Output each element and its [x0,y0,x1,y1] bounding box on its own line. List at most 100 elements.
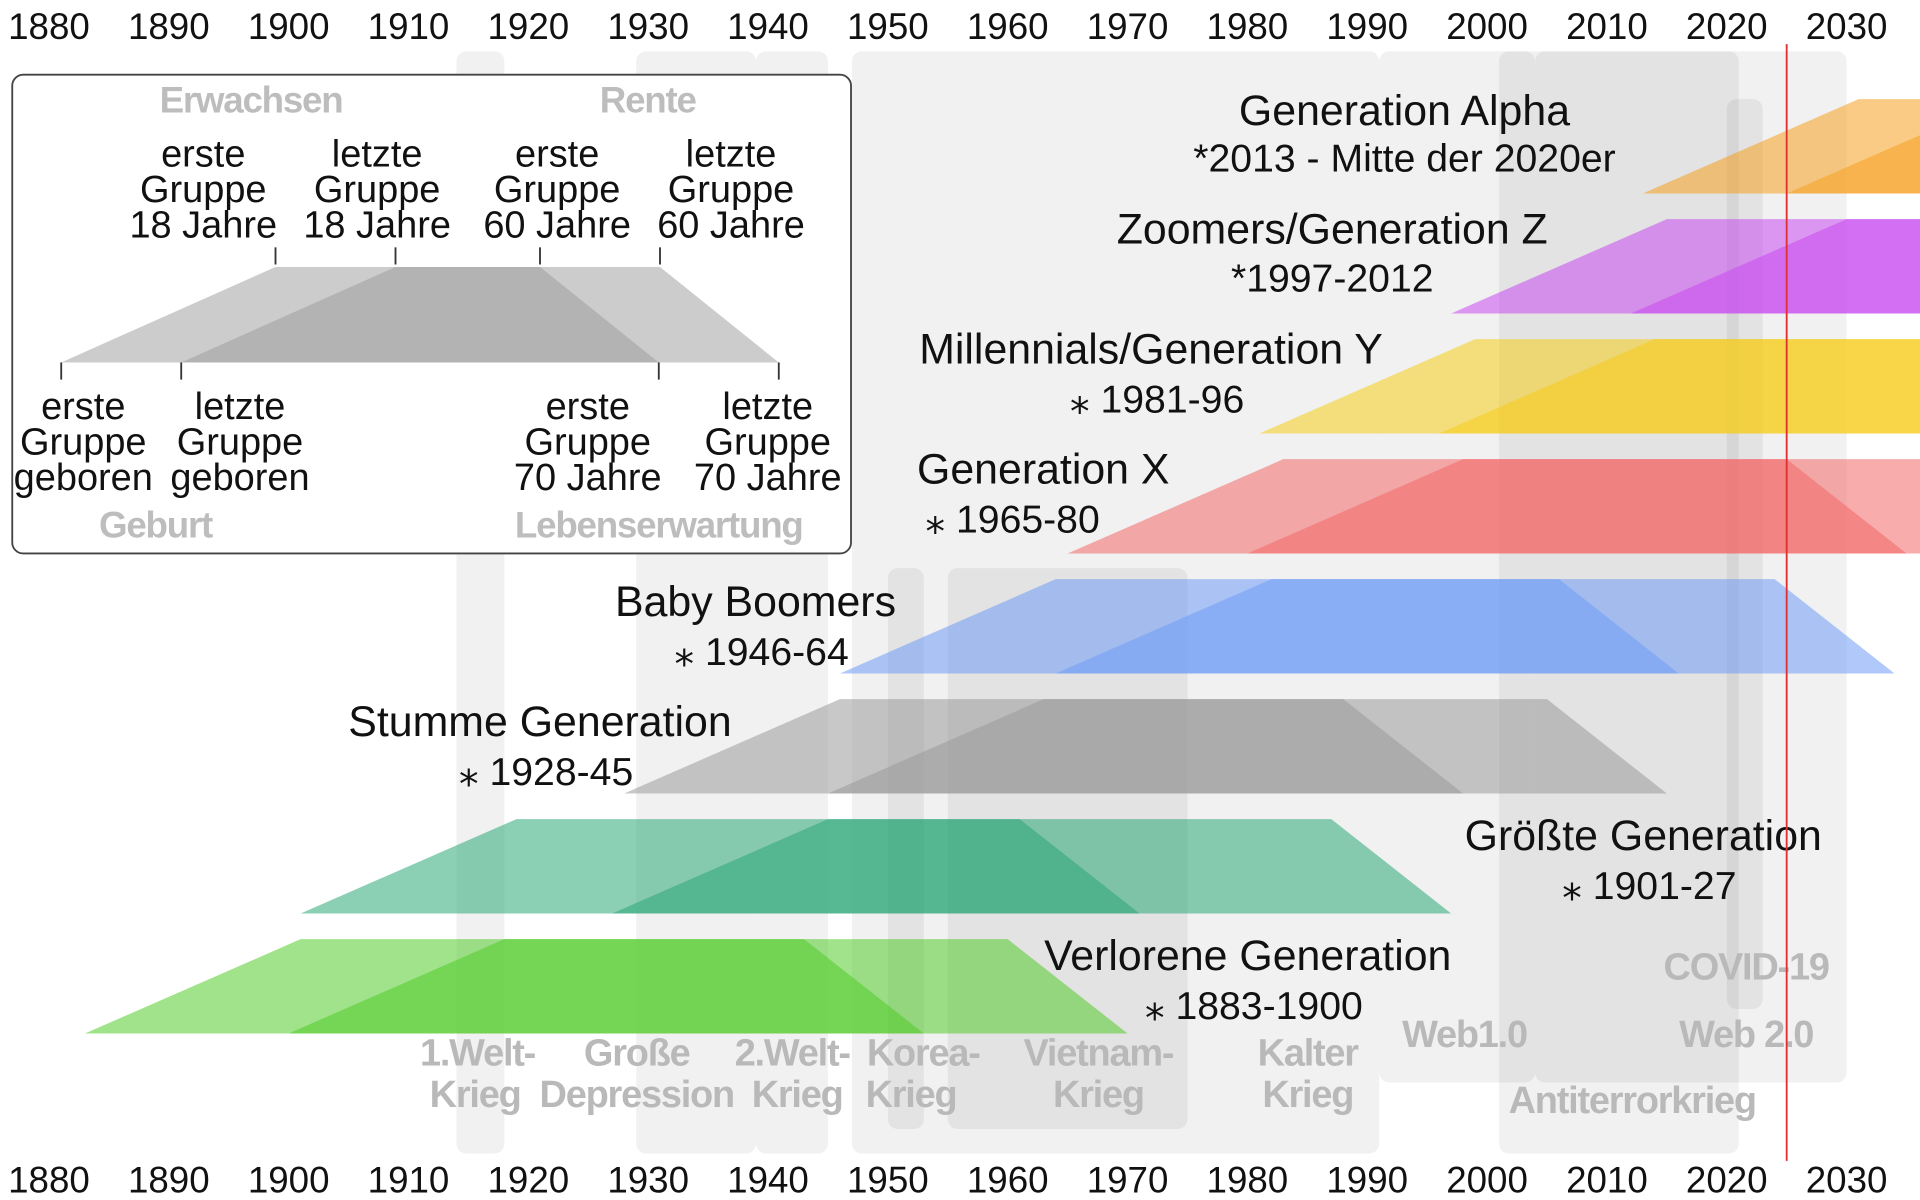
axis-top-tick-label: 1920 [487,6,569,47]
event-label: Krieg [430,1074,521,1116]
generation-name: Baby Boomers [615,578,896,626]
event-bar [1535,51,1847,1083]
legend-label: Gruppe [704,421,831,463]
generation-birth-years: ⁎ 1901-27 [1562,865,1736,908]
legend-label: erste [41,386,125,428]
axis-bottom-tick-label: 2030 [1806,1160,1888,1200]
legend-header: Erwachsen [160,80,343,121]
axis-top-tick-label: 1970 [1087,6,1169,47]
event-bar [1726,99,1763,1009]
axis-bottom-tick-label: 1940 [727,1160,809,1200]
axis-top-tick-label: 1910 [368,6,450,47]
legend-label: 18 Jahre [129,205,277,247]
legend-label: erste [161,134,245,176]
axis-bottom-tick-label: 2000 [1446,1160,1528,1200]
legend-label: Gruppe [140,169,267,211]
legend-label: 60 Jahre [483,205,631,247]
legend-label: geboren [14,457,153,499]
legend-label: 70 Jahre [694,457,842,499]
legend-label: geboren [170,457,309,499]
event-labels: 1.Welt-KriegGroßeDepression2.Welt-KriegK… [420,947,1830,1122]
axis-bottom-tick-label: 1980 [1207,1160,1289,1200]
legend-label: Gruppe [524,421,651,463]
axis-top-tick-label: 2020 [1686,6,1768,47]
legend-label: letzte [195,386,286,428]
event-label: Depression [540,1074,734,1116]
axis-bottom-tick-label: 1990 [1326,1160,1408,1200]
legend-label: Gruppe [177,421,304,463]
event-label: Web 2.0 [1679,1014,1813,1056]
generation-birth-years: ⁎ 1965-80 [926,499,1100,542]
generation-birth-years: *2013 - Mitte der 2020er [1193,137,1615,180]
legend-label: 60 Jahre [657,205,805,247]
legend-label: erste [515,134,599,176]
event-label: Kalter [1258,1032,1360,1074]
axis-top-tick-label: 2000 [1446,6,1528,47]
legend-label: Gruppe [20,421,147,463]
axis-bottom-tick-label: 1960 [967,1160,1049,1200]
axis-top-tick-label: 1990 [1326,6,1408,47]
legend-label: 18 Jahre [303,205,451,247]
axis-top-tick-label: 2030 [1806,6,1888,47]
event-label: Web1.0 [1402,1014,1527,1056]
axis-top-tick-label: 2010 [1566,6,1648,47]
generation-name: Generation X [917,446,1169,494]
generation-cohort-band [827,699,1667,794]
axis-bottom-tick-label: 2010 [1566,1160,1648,1200]
axis-bottom-tick-label: 1950 [847,1160,929,1200]
legend-label: Gruppe [668,169,795,211]
axis-top-tick-label: 1980 [1207,6,1289,47]
axis-top-tick-label: 1930 [607,6,689,47]
generation-cohort-band [1439,339,1920,434]
legend-label: Gruppe [314,169,441,211]
generation-cohort-band [1630,219,1920,314]
axis-top-tick-label: 1950 [847,6,929,47]
axis-top-tick-label: 1900 [248,6,330,47]
legend-label: Gruppe [494,169,621,211]
generation-cohort-band [288,939,1128,1034]
axis-top-tick-label: 1880 [8,6,90,47]
legend-label: letzte [332,134,423,176]
legend-header: Lebenserwartung [515,505,803,546]
generation-birth-years: ⁎ 1928-45 [459,751,633,794]
legend-band-last-group [181,266,779,363]
event-label: Korea- [867,1032,980,1074]
legend-label: letzte [686,134,777,176]
legend-box: Erwachsen Rente Geburt Lebenserwartung erste… [11,73,852,555]
axis-bottom-tick-label: 1900 [248,1160,330,1200]
generation-cohort-band [1055,579,1895,674]
axis-top-tick-label: 1960 [967,6,1049,47]
generation-bands: Generation Alpha*2013 - Mitte der 2020er… [84,87,1920,1034]
year-axes: 1880 1880 1890 1890 1900 1900 1910 1910 1920 1920… [8,6,1887,1200]
legend-header: Rente [600,80,697,121]
axis-bottom-tick-label: 1880 [8,1160,90,1200]
legend-label: letzte [722,386,813,428]
generation-birth-years: ⁎ 1883-1900 [1145,985,1363,1028]
generation-name: Stumme Generation [348,698,731,746]
generation-cohort-band [1247,459,1920,554]
axis-bottom-tick-label: 1910 [368,1160,450,1200]
event-label: Krieg [1262,1074,1353,1116]
generation-name: Millennials/Generation Y [919,326,1383,374]
axis-bottom-tick-label: 2020 [1686,1160,1768,1200]
generation-birth-years: ⁎ 1981-96 [1070,379,1244,422]
axis-bottom-tick-label: 1970 [1087,1160,1169,1200]
axis-bottom-tick-label: 1930 [607,1160,689,1200]
axis-bottom-tick-label: 1920 [487,1160,569,1200]
event-label: Krieg [866,1074,957,1116]
generation-name: Generation Alpha [1239,87,1570,135]
generation-name: Zoomers/Generation Z [1117,206,1548,254]
legend-label: 70 Jahre [514,457,662,499]
event-label: 2.Welt- [735,1032,851,1074]
event-label: Große [584,1032,690,1074]
event-label: Antiterrorkrieg [1509,1080,1756,1122]
generation-name: Verlorene Generation [1044,932,1451,980]
axis-top-tick-label: 1890 [128,6,210,47]
event-label: Krieg [752,1074,843,1116]
generation-birth-years: *1997-2012 [1231,257,1434,300]
generation-birth-years: ⁎ 1946-64 [675,631,849,674]
legend-label: erste [546,386,630,428]
generation-name: Größte Generation [1465,812,1822,860]
